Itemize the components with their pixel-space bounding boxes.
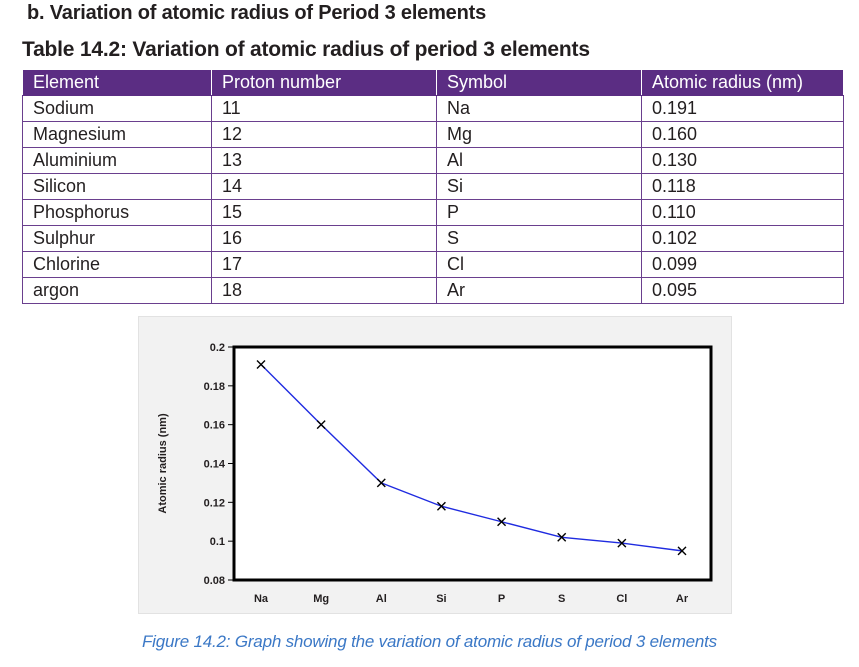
atomic-radius-chart: 0.08 0.1 0.12 0.14 0.16 0.18 0.2 Atomic radius … [138, 316, 732, 614]
cell-proton-number: 15 [211, 199, 437, 226]
table-row: argon 18 Ar 0.095 [22, 277, 844, 304]
cell-element: Aluminium [22, 147, 212, 174]
cell-element: Phosphorus [22, 199, 212, 226]
cell-atomic-radius: 0.099 [641, 251, 844, 278]
cell-element: Magnesium [22, 121, 212, 148]
header-symbol: Symbol [436, 69, 642, 96]
x-tick-label: Si [436, 593, 446, 605]
table-row: Chlorine 17 Cl 0.099 [22, 251, 844, 278]
x-tick-label: Na [254, 593, 269, 605]
table-row: Sodium 11 Na 0.191 [22, 95, 844, 122]
cell-element: Chlorine [22, 251, 212, 278]
data-point-marker [316, 420, 326, 430]
cell-symbol: Na [436, 95, 642, 122]
chart-canvas: 0.08 0.1 0.12 0.14 0.16 0.18 0.2 Atomic radius … [157, 342, 713, 605]
cell-atomic-radius: 0.160 [641, 121, 844, 148]
cell-atomic-radius: 0.102 [641, 225, 844, 252]
cell-proton-number: 11 [211, 95, 437, 122]
plot-area [232, 345, 713, 582]
cell-element: Sodium [22, 95, 212, 122]
cell-proton-number: 16 [211, 225, 437, 252]
data-point-marker [677, 546, 687, 556]
x-tick-label: Cl [616, 593, 627, 605]
x-tick-label: Ar [676, 593, 689, 605]
table-row: Phosphorus 15 P 0.110 [22, 199, 844, 226]
data-point-marker [557, 532, 567, 542]
table-row: Silicon 14 Si 0.118 [22, 173, 844, 200]
table-row: Sulphur 16 S 0.102 [22, 225, 844, 252]
y-tick-label: 0.1 [210, 536, 225, 548]
x-tick-label: S [558, 593, 565, 605]
cell-element: argon [22, 277, 212, 304]
cell-element: Sulphur [22, 225, 212, 252]
cell-symbol: Cl [436, 251, 642, 278]
cell-symbol: Ar [436, 277, 642, 304]
cell-proton-number: 18 [211, 277, 437, 304]
cell-symbol: P [436, 199, 642, 226]
header-proton-number: Proton number [211, 69, 437, 96]
cell-proton-number: 14 [211, 173, 437, 200]
y-tick-label: 0.18 [204, 381, 225, 393]
cell-element: Silicon [22, 173, 212, 200]
series-line [260, 363, 683, 552]
header-atomic-radius: Atomic radius (nm) [641, 69, 844, 96]
atomic-radius-table: Element Proton number Symbol Atomic radi… [22, 69, 844, 304]
cell-atomic-radius: 0.118 [641, 173, 844, 200]
cell-symbol: Mg [436, 121, 642, 148]
cell-atomic-radius: 0.110 [641, 199, 844, 226]
cell-proton-number: 12 [211, 121, 437, 148]
figure-caption: Figure 14.2: Graph showing the variation… [141, 632, 717, 651]
table-title: Table 14.2: Variation of atomic radius o… [22, 38, 590, 61]
x-tick-label: Mg [313, 593, 329, 605]
table-row: Aluminium 13 Al 0.130 [22, 147, 844, 174]
y-tick-label: 0.08 [204, 575, 225, 587]
cell-proton-number: 13 [211, 147, 437, 174]
y-tick-label: 0.16 [204, 420, 225, 432]
data-point-marker [256, 359, 266, 369]
cell-symbol: Al [436, 147, 642, 174]
table-row: Magnesium 12 Mg 0.160 [22, 121, 844, 148]
section-heading: b. Variation of atomic radius of Period … [27, 2, 487, 24]
data-point-marker [497, 517, 507, 527]
y-axis-label: Atomic radius (nm) [157, 413, 169, 514]
cell-atomic-radius: 0.130 [641, 147, 844, 174]
data-point-marker [436, 501, 446, 511]
y-tick-label: 0.14 [204, 459, 226, 471]
header-element: Element [22, 69, 212, 96]
cell-atomic-radius: 0.095 [641, 277, 844, 304]
table-header-row: Element Proton number Symbol Atomic radi… [22, 69, 844, 96]
y-tick-label: 0.12 [204, 497, 225, 509]
data-point-marker [376, 478, 386, 488]
x-tick-label: P [498, 593, 505, 605]
cell-proton-number: 17 [211, 251, 437, 278]
cell-symbol: S [436, 225, 642, 252]
cell-atomic-radius: 0.191 [641, 95, 844, 122]
y-tick-label: 0.2 [210, 342, 225, 354]
x-tick-label: Al [376, 593, 387, 605]
cell-symbol: Si [436, 173, 642, 200]
data-point-marker [617, 538, 627, 548]
